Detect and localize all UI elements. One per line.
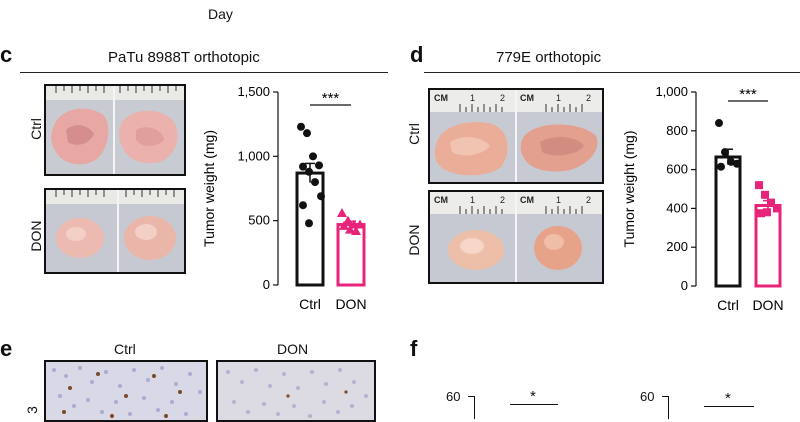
data-point <box>351 225 361 235</box>
x-tick-label: Ctrl <box>299 296 321 312</box>
panel-d-title: 779E orthotopic <box>496 49 602 66</box>
panel-d-row-label-don: DON <box>406 224 422 256</box>
data-point <box>721 148 729 157</box>
y-axis-label: Tumor weight (mg) <box>201 130 217 247</box>
ruler-1-text: 1 <box>470 195 475 205</box>
data-point <box>733 159 741 168</box>
data-point <box>755 181 763 190</box>
data-point <box>343 215 353 225</box>
panel-d-row-label-ctrl: Ctrl <box>406 123 422 145</box>
panel-f-chart2-ytick-60: 60 <box>640 389 655 404</box>
ruler-1-text: 1 <box>470 93 475 103</box>
ruler-1-text: 1 <box>556 195 561 205</box>
data-point <box>757 209 765 218</box>
y-tick-label: 0 <box>263 277 270 292</box>
panel-c-photo-don <box>44 188 186 274</box>
panel-f-chart1-ytick-60: 60 <box>446 389 461 404</box>
ruler-2-text: 2 <box>500 93 505 103</box>
y-tick-label: 1,000 <box>655 84 688 99</box>
data-point <box>763 208 771 217</box>
data-point <box>337 207 347 217</box>
panel-d-title-rule <box>424 72 800 73</box>
y-tick-label: 1,000 <box>237 148 270 163</box>
panel-c-photo-ctrl <box>44 84 186 176</box>
panel-e-side-label: 3 <box>24 406 40 414</box>
data-point <box>299 201 307 210</box>
data-point <box>305 219 313 228</box>
panel-f-chart2-significance: * <box>725 390 731 407</box>
panel-d-photo-don: CM 1 2 CM 1 2 <box>428 190 604 284</box>
y-tick-label: 1,500 <box>237 84 270 99</box>
ruler-2-text: 2 <box>586 93 591 103</box>
panel-f-chart1-yaxis <box>474 396 475 419</box>
panel-d-letter: d <box>410 42 424 67</box>
data-point <box>339 220 349 230</box>
data-point <box>715 119 723 128</box>
ruler-cm-text: CM <box>520 93 534 103</box>
panel-f-chart1-tick <box>468 396 474 397</box>
y-tick-label: 600 <box>666 162 688 177</box>
ruler-cm-text: CM <box>434 195 448 205</box>
data-point <box>717 162 725 171</box>
bar <box>295 171 325 287</box>
panel-e-ihc-image-ctrl <box>44 360 208 422</box>
ruler-cm-text: CM <box>520 195 534 205</box>
panel-f-chart2-sig-bar <box>704 406 754 407</box>
y-axis-label: Tumor weight (mg) <box>621 131 637 248</box>
x-tick-label: Ctrl <box>717 297 739 313</box>
ruler-2-text: 2 <box>500 195 505 205</box>
data-point <box>773 204 781 213</box>
data-point <box>761 190 769 199</box>
panel-e-col-label-don: DON <box>277 341 309 357</box>
panel-c-row-label-ctrl: Ctrl <box>28 118 44 140</box>
y-tick-label: 0 <box>681 278 688 293</box>
data-point <box>727 157 735 166</box>
panel-e-letter: e <box>0 336 13 361</box>
panel-e-ihc-image-don <box>216 360 376 422</box>
data-point <box>303 129 311 138</box>
y-tick-label: 500 <box>248 213 270 228</box>
panel-f-chart1-sig-bar <box>510 404 558 405</box>
data-point <box>309 152 317 161</box>
ruler-2-text: 2 <box>586 195 591 205</box>
panel-c-title-rule <box>20 72 388 73</box>
panel-d-photo-ctrl: CM 1 2 CM 1 2 <box>428 88 604 184</box>
data-point <box>299 162 307 171</box>
y-tick-label: 200 <box>666 239 688 254</box>
y-tick-label: 400 <box>666 200 688 215</box>
x-axis-label-day: Day <box>208 6 233 22</box>
panel-f-letter: f <box>410 336 418 361</box>
ruler-cm-text: CM <box>434 93 448 103</box>
data-point <box>355 219 365 229</box>
data-point <box>311 178 319 187</box>
data-point <box>317 192 325 201</box>
panel-c-letter: c <box>0 42 13 67</box>
panel-f-chart1-significance: * <box>530 388 536 405</box>
panel-f-chart2-tick <box>662 396 668 397</box>
x-tick-label: DON <box>335 296 366 312</box>
panel-c-title: PaTu 8988T orthotopic <box>108 49 260 66</box>
data-point <box>305 167 313 176</box>
panel-c-row-label-don: DON <box>28 220 44 252</box>
panel-d-bar-chart: Tumor weight (mg) 0 200 400 600 800 1,000 Ctrl D… <box>621 84 784 313</box>
y-tick-label: 800 <box>666 123 688 138</box>
panel-f-chart2-yaxis <box>668 396 669 419</box>
bar <box>714 155 742 288</box>
data-point <box>315 161 323 170</box>
x-tick-label: DON <box>752 297 783 313</box>
data-point <box>297 122 305 131</box>
panel-e-col-label-ctrl: Ctrl <box>114 341 136 357</box>
data-point <box>345 224 355 234</box>
ruler-1-text: 1 <box>556 93 561 103</box>
significance-label: *** <box>739 86 757 103</box>
significance-label: *** <box>322 90 340 107</box>
panel-c-bar-chart: Tumor weight (mg) 0 500 1,000 1,500 Ctrl DON **… <box>201 84 367 312</box>
data-point <box>767 198 775 207</box>
bar <box>754 203 782 288</box>
